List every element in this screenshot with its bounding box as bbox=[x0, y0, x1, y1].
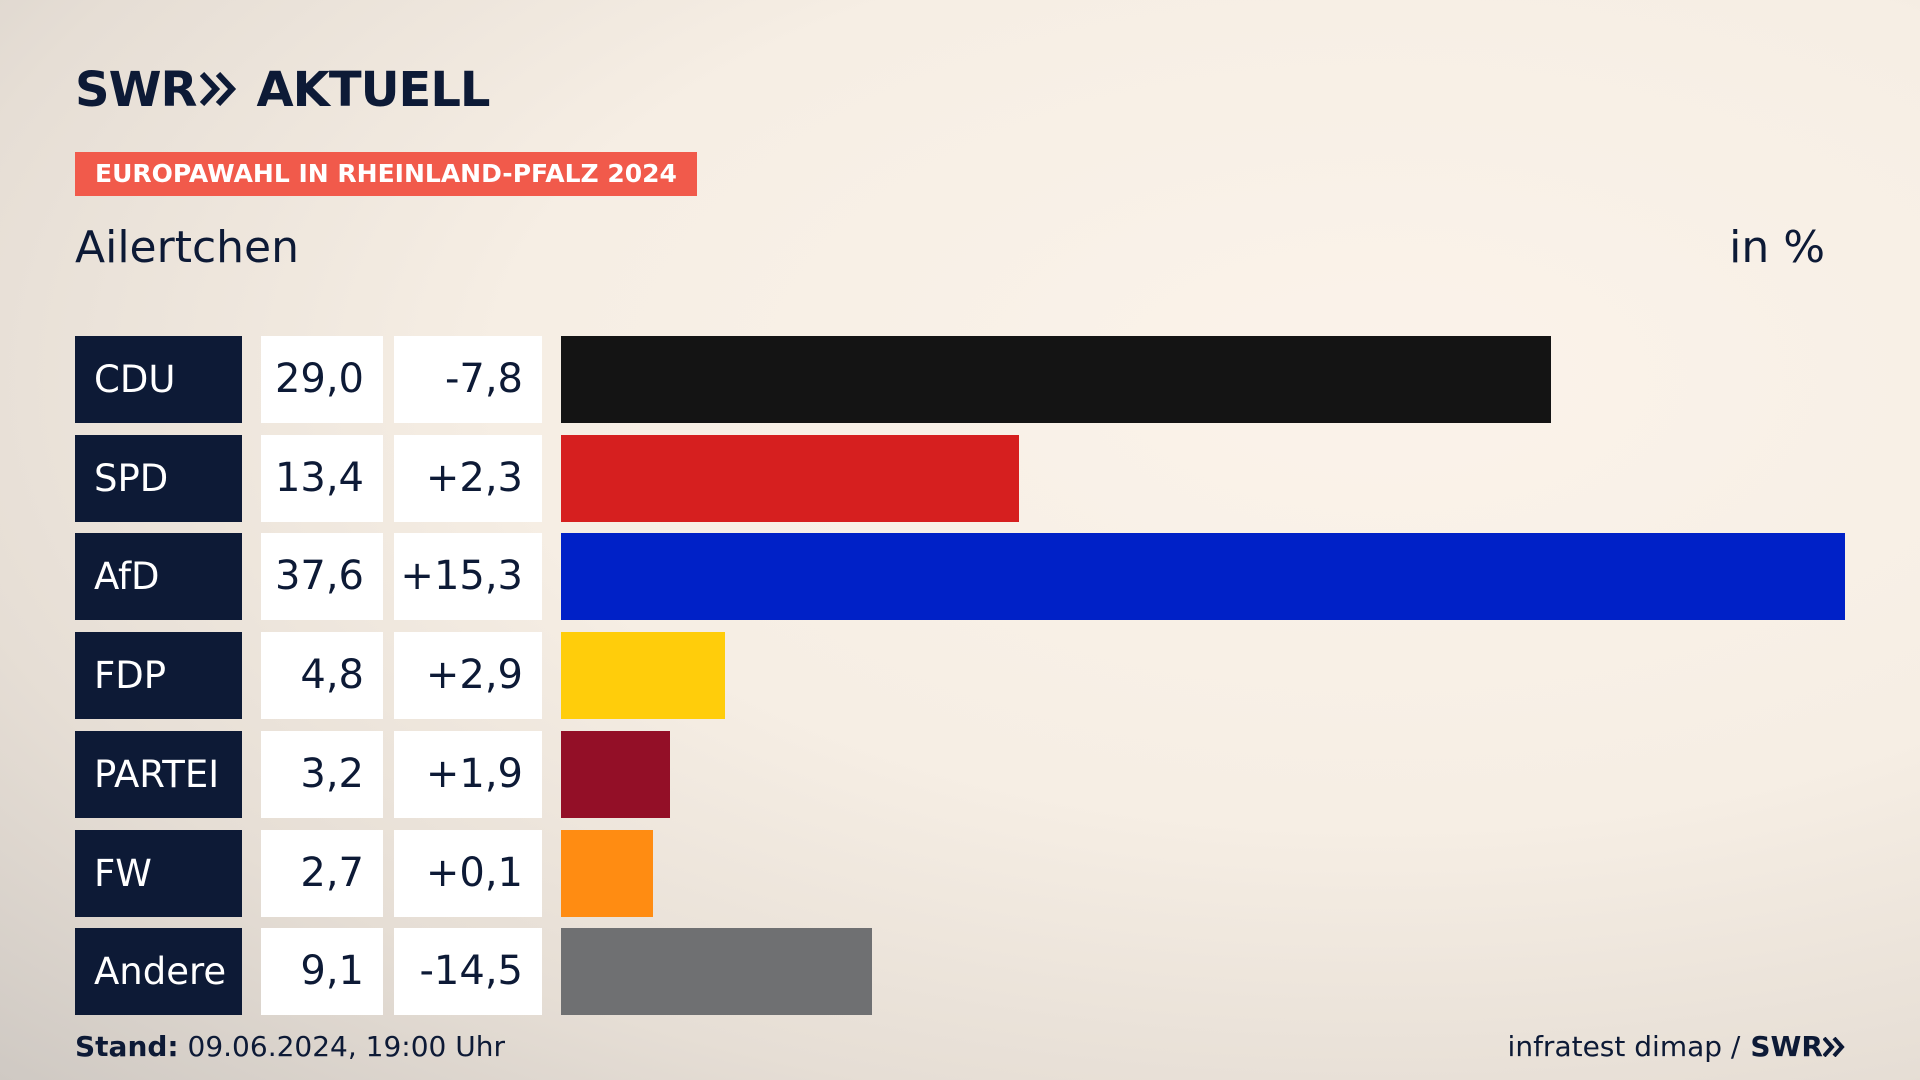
stand-value: 09.06.2024, 19:00 Uhr bbox=[187, 1030, 505, 1063]
vote-share: 2,7 bbox=[261, 829, 383, 917]
result-bar bbox=[561, 533, 1845, 621]
party-label: FDP bbox=[75, 632, 242, 720]
vote-share: 29,0 bbox=[261, 336, 383, 423]
source-text: infratest dimap / bbox=[1507, 1030, 1741, 1063]
party-label: SPD bbox=[75, 434, 242, 522]
vote-change: +0,1 bbox=[394, 829, 542, 917]
result-bar bbox=[561, 336, 1552, 423]
party-label: CDU bbox=[75, 336, 242, 423]
result-bar bbox=[561, 829, 654, 917]
result-row-spd: SPD 13,4 +2,3 bbox=[75, 434, 1845, 522]
small-chevron-icon bbox=[1823, 1036, 1845, 1057]
logo-aktuell-text: AKTUELL bbox=[256, 62, 490, 118]
result-row-andere: Andere 9,1 -14,5 bbox=[75, 928, 1845, 1016]
result-row-fw: FW 2,7 +0,1 bbox=[75, 829, 1845, 917]
party-label: PARTEI bbox=[75, 730, 242, 818]
source-credit: infratest dimap / SWR bbox=[1508, 1030, 1845, 1063]
result-row-afd: AfD 37,6 +15,3 bbox=[75, 533, 1845, 621]
swr-small-logo: SWR bbox=[1750, 1030, 1845, 1063]
vote-change: -7,8 bbox=[394, 336, 542, 423]
small-logo-text: SWR bbox=[1750, 1030, 1823, 1063]
vote-change: +2,3 bbox=[394, 434, 542, 522]
swr-aktuell-logo: SWR AKTUELL bbox=[75, 62, 491, 118]
party-label: Andere bbox=[75, 928, 242, 1016]
result-bar bbox=[561, 928, 872, 1016]
result-row-cdu: CDU 29,0 -7,8 bbox=[75, 336, 1845, 423]
vote-change: +1,9 bbox=[394, 730, 542, 818]
result-bar bbox=[561, 632, 725, 720]
place-title: Ailertchen bbox=[75, 222, 299, 273]
result-row-partei: PARTEI 3,2 +1,9 bbox=[75, 730, 1845, 818]
stand-label: Stand: bbox=[75, 1030, 179, 1063]
party-label: AfD bbox=[75, 533, 242, 621]
party-label: FW bbox=[75, 829, 242, 917]
unit-label: in % bbox=[1729, 222, 1825, 273]
result-bar bbox=[561, 730, 671, 818]
vote-share: 37,6 bbox=[261, 533, 383, 621]
vote-share: 4,8 bbox=[261, 632, 383, 720]
result-row-fdp: FDP 4,8 +2,9 bbox=[75, 632, 1845, 720]
timestamp: Stand: 09.06.2024, 19:00 Uhr bbox=[75, 1030, 505, 1063]
vote-share: 13,4 bbox=[261, 434, 383, 522]
result-bar bbox=[561, 434, 1019, 522]
double-chevron-icon bbox=[200, 62, 238, 118]
vote-share: 3,2 bbox=[261, 730, 383, 818]
logo-swr-text: SWR bbox=[75, 62, 197, 118]
vote-share: 9,1 bbox=[261, 928, 383, 1016]
vote-change: +15,3 bbox=[394, 533, 542, 621]
election-badge: EUROPAWAHL IN RHEINLAND-PFALZ 2024 bbox=[75, 152, 697, 196]
vote-change: -14,5 bbox=[394, 928, 542, 1016]
vote-change: +2,9 bbox=[394, 632, 542, 720]
